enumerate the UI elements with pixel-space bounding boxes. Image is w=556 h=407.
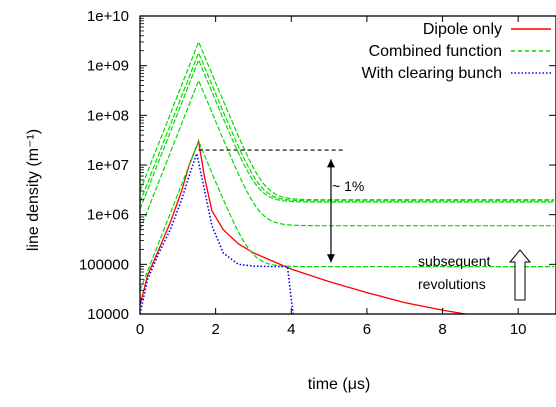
x-axis-label: time (μs) <box>308 376 371 393</box>
x-tick-label: 4 <box>287 321 295 338</box>
up-arrow-icon <box>508 249 532 301</box>
revolutions-annotation-line2: revolutions <box>418 276 486 292</box>
drop-annotation: ~ 1% <box>332 178 364 194</box>
legend-label-clearing: With clearing bunch <box>361 65 502 82</box>
series-line-combined-function <box>139 51 555 203</box>
drop-arrow-head-down <box>326 254 335 263</box>
y-tick-label: 1e+09 <box>87 58 129 75</box>
y-axis-label: line density (m⁻¹) <box>25 129 42 251</box>
revolutions-annotation-line1: subsequent <box>418 253 491 269</box>
x-tick-label: 10 <box>510 321 527 338</box>
series-line-dipole-only <box>139 138 466 315</box>
legend-label-combined: Combined function <box>369 43 502 60</box>
y-tick-label: 1e+10 <box>87 8 129 25</box>
legend: Dipole only Combined function With clear… <box>361 21 551 82</box>
drop-arrow-head-up <box>326 159 335 168</box>
y-tick-label: 1e+07 <box>87 157 129 174</box>
y-tick-label: 1e+08 <box>87 107 129 124</box>
y-tick-label: 1e+06 <box>87 207 129 224</box>
x-tick-label: 6 <box>363 321 371 338</box>
y-tick-label: 10000 <box>87 306 129 323</box>
legend-label-dipole: Dipole only <box>423 21 502 38</box>
series-line-combined-function <box>139 79 555 230</box>
x-tick-label: 8 <box>438 321 446 338</box>
y-tick-label: 100000 <box>79 256 129 273</box>
series-line-with-clearing-bunch <box>139 150 294 315</box>
x-tick-label: 2 <box>211 321 219 338</box>
series-line-combined-function <box>139 58 555 210</box>
x-tick-label: 0 <box>136 321 144 338</box>
series-line-combined-function <box>139 40 555 201</box>
series-line-combined-function <box>139 139 555 291</box>
